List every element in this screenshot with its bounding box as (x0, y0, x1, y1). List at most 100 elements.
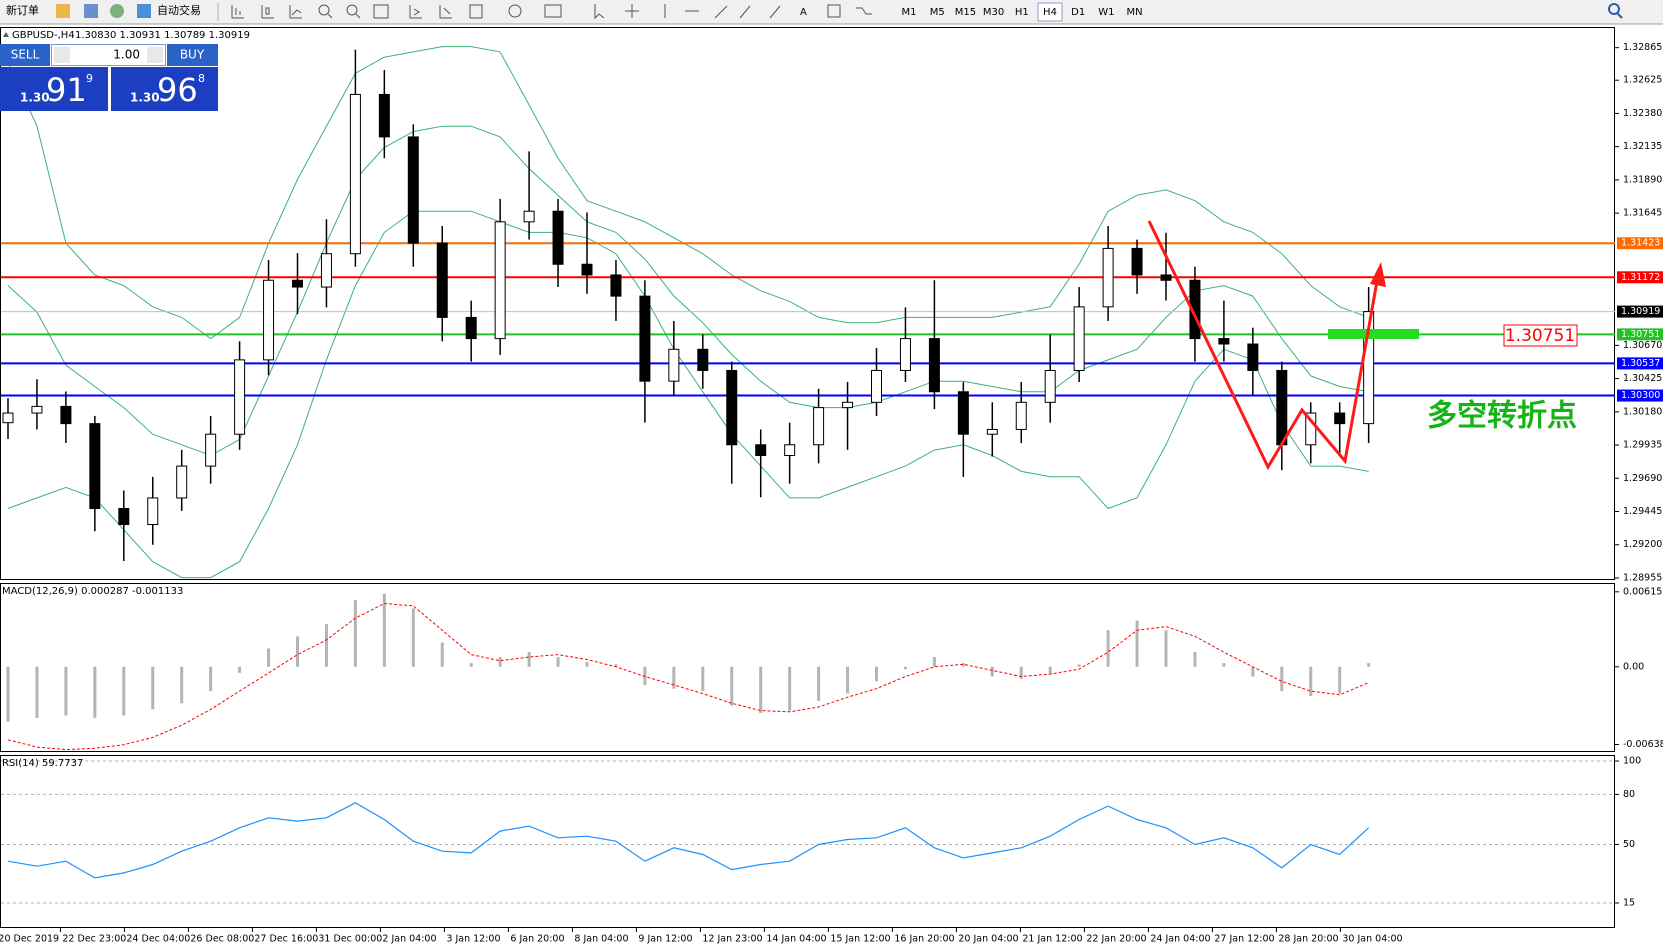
candle-body (1276, 369, 1288, 446)
y-tick-label: 1.29200 (1623, 539, 1662, 550)
buy-price-sup[interactable]: 8 (198, 72, 205, 85)
lot-input[interactable] (51, 44, 166, 66)
auto-trade-button[interactable]: 自动交易 (157, 3, 201, 17)
macd-bar (1280, 666, 1284, 692)
candle-body (871, 369, 882, 403)
timeframe-button[interactable]: MN (1127, 7, 1143, 18)
timeframe-button[interactable]: M30 (983, 7, 1004, 18)
candle-body (263, 279, 275, 361)
icon[interactable] (56, 4, 70, 18)
x-tick-label: 6 Jan 20:00 (510, 934, 564, 945)
new-order-button[interactable]: 新订单 (6, 3, 39, 17)
candle-body (1305, 412, 1317, 446)
level-label: 1.30751 (1621, 329, 1660, 340)
candle-body (523, 210, 535, 223)
candle-body (176, 465, 188, 499)
rsi-title: RSI(14) 59.7737 (2, 758, 83, 769)
candle-body (1102, 247, 1114, 308)
candle-body (118, 508, 130, 526)
x-tick-label: 2 Jan 04:00 (382, 934, 436, 945)
sell-label[interactable]: SELL (11, 48, 40, 62)
level-label-bg (1617, 389, 1663, 402)
timeframe-button[interactable]: H1 (1015, 7, 1029, 18)
macd-bar (64, 666, 68, 716)
buy-price-prefix[interactable]: 1.30 (130, 91, 160, 105)
candle-body (1218, 338, 1230, 345)
candle-body (842, 401, 854, 409)
y-tick-label: 1.29690 (1623, 473, 1662, 484)
macd-bar (585, 661, 589, 667)
x-tick-label: 27 Jan 12:00 (1214, 934, 1274, 945)
y-tick-label: -0.006386 (1623, 739, 1663, 750)
macd-bar (932, 657, 936, 667)
lot-value[interactable]: 1.00 (113, 48, 140, 62)
buy-price-big[interactable]: 96 (157, 71, 198, 109)
x-tick-label: 28 Jan 20:00 (1278, 934, 1338, 945)
macd-bar (1193, 652, 1197, 667)
buy-button[interactable] (167, 44, 218, 66)
price-box-label: 1.30751 (1505, 326, 1575, 346)
level-label-bg (1617, 271, 1663, 284)
timeframe-button[interactable]: H4 (1043, 7, 1057, 18)
icon[interactable] (110, 4, 124, 18)
macd-bar (1019, 666, 1023, 679)
x-tick-label: 20 Jan 04:00 (958, 934, 1018, 945)
macd-bar (846, 666, 850, 694)
y-tick-label: 80 (1623, 789, 1635, 800)
price-box (1503, 324, 1578, 347)
x-tick-label: 3 Jan 12:00 (446, 934, 500, 945)
level-label: 1.31423 (1621, 238, 1660, 249)
lot-up[interactable] (147, 47, 163, 63)
sell-price-box[interactable] (0, 67, 108, 111)
macd-bar (411, 608, 415, 667)
macd-bar (1135, 620, 1139, 667)
trade-panel: SELL 1.00 BUY 1.30 91 9 1.30 96 8 (0, 44, 218, 111)
x-tick-label: 14 Jan 04:00 (766, 934, 826, 945)
timeframe-button[interactable]: M15 (955, 7, 976, 18)
candle-body (234, 359, 246, 435)
macd-bar (35, 666, 39, 718)
candle-body (986, 428, 998, 435)
sell-button[interactable] (0, 44, 50, 66)
sell-price-prefix[interactable]: 1.30 (20, 91, 50, 105)
buy-label[interactable]: BUY (180, 48, 205, 62)
x-tick-label: 31 Dec 00:00 (318, 934, 382, 945)
y-tick-label: 15 (1623, 897, 1635, 908)
x-tick-label: 21 Jan 12:00 (1022, 934, 1082, 945)
tool-icons[interactable]: A (231, 4, 872, 20)
y-tick-label: 0.00 (1623, 661, 1644, 672)
macd-bar (267, 648, 271, 667)
y-tick-label: 1.30670 (1623, 340, 1662, 351)
timeframe-button[interactable]: M5 (930, 7, 945, 18)
sell-price-sup[interactable]: 9 (86, 72, 93, 85)
timeframe-button[interactable]: M1 (902, 7, 917, 18)
macd-bar (440, 642, 444, 667)
active-timeframe (1037, 2, 1063, 22)
candle-body (2, 412, 14, 424)
candle-body (89, 423, 101, 510)
icon[interactable] (84, 4, 98, 18)
candle-body (205, 433, 217, 467)
macd-bar (903, 666, 907, 670)
macd-bar (209, 666, 213, 692)
search-icon[interactable] (1608, 3, 1620, 15)
candle-body (31, 405, 43, 414)
macd-bar (1338, 666, 1342, 694)
y-tick-label: 1.30425 (1623, 373, 1662, 384)
chart-title: GBPUSD-,H4 (12, 30, 75, 41)
lot-down[interactable] (54, 47, 70, 63)
candle-body (899, 338, 911, 371)
icon[interactable] (137, 4, 151, 18)
search-icon[interactable] (1616, 12, 1623, 19)
timeframe-button[interactable]: D1 (1071, 7, 1085, 18)
sell-price-big[interactable]: 91 (46, 71, 87, 109)
x-tick-label: 22 Jan 20:00 (1086, 934, 1146, 945)
level-label: 1.31172 (1621, 272, 1660, 283)
y-tick-label: 1.31890 (1623, 174, 1662, 185)
candle-body (1044, 369, 1056, 403)
timeframe-button[interactable]: W1 (1098, 7, 1114, 18)
x-tick-label: 24 Jan 04:00 (1150, 934, 1210, 945)
buy-price-box[interactable] (111, 67, 218, 111)
band-middle (7, 125, 1369, 457)
